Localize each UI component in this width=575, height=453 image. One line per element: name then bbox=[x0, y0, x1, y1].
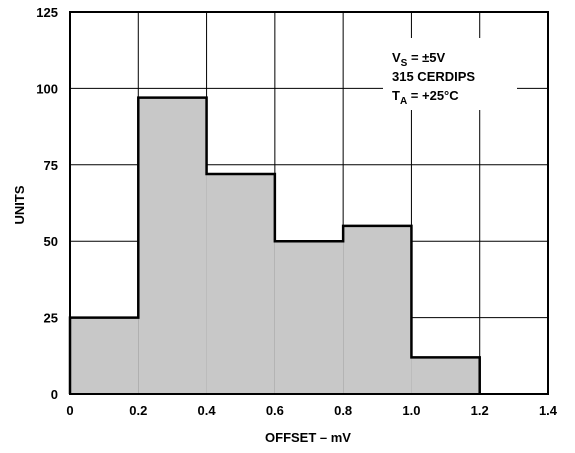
histogram-bar bbox=[206, 173, 275, 394]
histogram-bar bbox=[138, 97, 207, 395]
supply-voltage-label: VS = ±5V bbox=[392, 50, 446, 69]
x-tick-label: 0.6 bbox=[266, 403, 284, 418]
ambient-temperature-label: TA = +25°C bbox=[392, 88, 459, 107]
histogram-bar bbox=[343, 225, 412, 394]
sample-count-label: 315 CERDIPS bbox=[392, 69, 475, 84]
x-tick-label: 1.2 bbox=[471, 403, 489, 418]
histogram-outline bbox=[68, 96, 481, 394]
histogram-bars bbox=[68, 96, 481, 395]
x-tick-label: 0.8 bbox=[334, 403, 352, 418]
y-tick-label: 75 bbox=[44, 158, 58, 173]
plot-frame bbox=[69, 11, 549, 395]
x-tick-label: 0.2 bbox=[129, 403, 147, 418]
y-tick-label: 0 bbox=[51, 387, 58, 402]
y-tick-label: 100 bbox=[36, 81, 58, 96]
x-axis-label: OFFSET – mV bbox=[265, 430, 351, 445]
x-axis-ticks: 0 0.2 0.4 0.6 0.8 1.0 1.2 1.4 bbox=[66, 403, 557, 418]
x-tick-label: 1.0 bbox=[402, 403, 420, 418]
x-tick-label: 0.4 bbox=[198, 403, 217, 418]
y-axis-label: UNITS bbox=[12, 185, 27, 224]
histogram-bar bbox=[70, 317, 139, 394]
y-tick-label: 50 bbox=[44, 234, 58, 249]
conditions-annotation: VS = ±5V 315 CERDIPS TA = +25°C bbox=[383, 38, 517, 110]
annotation-backdrop bbox=[383, 38, 517, 110]
y-tick-label: 25 bbox=[44, 311, 58, 326]
x-tick-label: 0 bbox=[66, 403, 73, 418]
y-tick-label: 125 bbox=[36, 5, 58, 20]
histogram-bar bbox=[274, 241, 344, 394]
x-tick-label: 1.4 bbox=[539, 403, 558, 418]
histogram-bar bbox=[411, 357, 480, 394]
y-axis-ticks: 0 25 50 75 100 125 bbox=[36, 5, 58, 402]
